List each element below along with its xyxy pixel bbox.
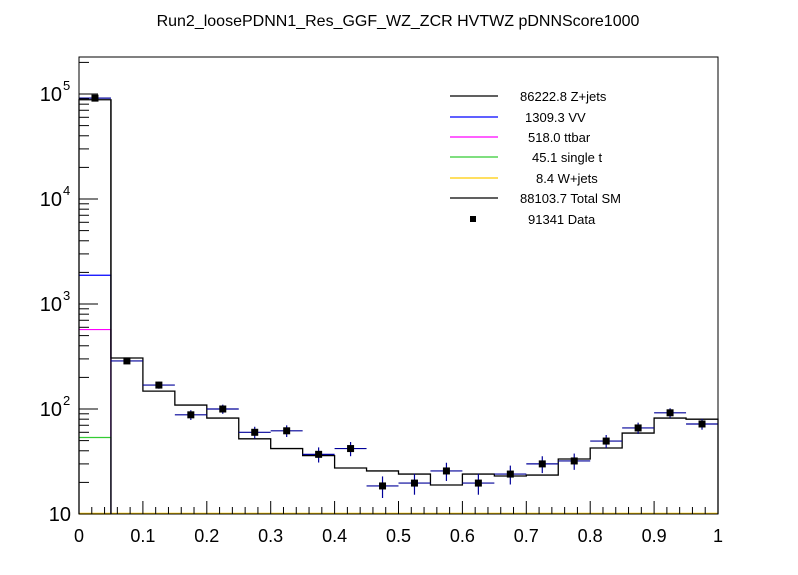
- data-point: [590, 435, 623, 449]
- y-tick-exponent: 4: [63, 183, 70, 198]
- data-marker: [315, 450, 323, 458]
- data-point: [206, 404, 239, 414]
- data-point: [79, 94, 111, 102]
- data-point: [462, 473, 495, 495]
- data-marker: [379, 482, 387, 490]
- data-marker: [634, 424, 642, 432]
- legend-entry: 86222.8 Z+jets: [450, 89, 607, 104]
- data-point: [142, 381, 175, 389]
- data-point: [686, 418, 718, 430]
- y-tick-exponent: 5: [63, 78, 70, 93]
- data-point: [302, 447, 335, 463]
- data-marker: [187, 411, 195, 419]
- y-tick-label: 10 2: [40, 393, 70, 421]
- legend-entry: 1309.3 VV: [450, 110, 586, 125]
- data-point: [398, 473, 431, 495]
- legend-marker-icon: [470, 216, 476, 222]
- x-tick-label: 1: [713, 526, 723, 546]
- x-tick-label: 0.7: [514, 526, 539, 546]
- data-marker: [155, 381, 163, 389]
- legend-label: 8.4 W+jets: [536, 171, 598, 186]
- y-tick-exponent: 3: [63, 288, 70, 303]
- x-tick-label: 0: [74, 526, 84, 546]
- data-marker: [442, 467, 450, 475]
- data-point: [270, 425, 303, 437]
- data-marker: [570, 457, 578, 465]
- x-tick-label: 0.4: [322, 526, 347, 546]
- data-point: [366, 476, 399, 499]
- data-point: [494, 465, 527, 485]
- y-tick-label: 10 3: [40, 288, 70, 316]
- legend-label: 1309.3 VV: [525, 110, 586, 125]
- data-marker: [123, 357, 131, 365]
- y-tick-label: 10 4: [40, 183, 70, 211]
- data-point: [110, 357, 143, 365]
- y-tick-label: 10: [49, 504, 71, 526]
- legend-label: 45.1 single t: [532, 150, 602, 165]
- legend-entry: 8.4 W+jets: [450, 171, 598, 186]
- legend-entry: 91341 Data: [470, 212, 596, 227]
- stack-bar-single-t: [79, 436, 112, 514]
- data-marker: [251, 428, 259, 436]
- y-tick-base: 10: [40, 294, 62, 316]
- data-point: [622, 422, 655, 434]
- x-tick-label: 0.9: [642, 526, 667, 546]
- legend-label: 91341 Data: [528, 212, 596, 227]
- data-marker: [219, 405, 227, 413]
- data-marker: [410, 479, 418, 487]
- data-marker: [506, 470, 514, 478]
- data-point: [526, 456, 559, 474]
- x-tick-label: 0.3: [258, 526, 283, 546]
- data-marker: [602, 437, 610, 445]
- data-point: [430, 462, 463, 481]
- data-point: [334, 442, 367, 457]
- legend-entry: 518.0 ttbar: [450, 130, 591, 145]
- data-marker: [347, 445, 355, 453]
- x-tick-label: 0.1: [130, 526, 155, 546]
- data-marker: [474, 479, 482, 487]
- data-point: [238, 426, 271, 439]
- data-marker: [538, 460, 546, 468]
- x-tick-label: 0.2: [194, 526, 219, 546]
- legend-label: 518.0 ttbar: [528, 130, 591, 145]
- legend-label: 86222.8 Z+jets: [520, 89, 607, 104]
- legend-entry: 88103.7 Total SM: [450, 191, 621, 206]
- data-point: [174, 410, 207, 420]
- x-tick-label: 0.8: [578, 526, 603, 546]
- data-marker: [91, 94, 99, 102]
- data-point: [558, 453, 591, 470]
- y-tick-base: 10: [40, 189, 62, 211]
- stack-bar-ttbar: [79, 328, 112, 514]
- data-point: [654, 408, 687, 418]
- y-tick-base: 10: [49, 504, 71, 526]
- data-marker: [666, 409, 674, 417]
- legend-label: 88103.7 Total SM: [520, 191, 621, 206]
- data-marker: [283, 427, 291, 435]
- legend-entry: 45.1 single t: [450, 150, 602, 165]
- chart-title: Run2_loosePDNN1_Res_GGF_WZ_ZCR HVTWZ pDN…: [157, 13, 640, 30]
- y-tick-base: 10: [40, 84, 62, 106]
- y-tick-exponent: 2: [63, 393, 70, 408]
- x-tick-label: 0.6: [450, 526, 475, 546]
- stack-bar-vv: [79, 274, 112, 514]
- y-tick-base: 10: [40, 399, 62, 421]
- data-marker: [698, 420, 706, 428]
- x-tick-label: 0.5: [386, 526, 411, 546]
- total-sm-histogram: [78, 99, 719, 514]
- y-tick-label: 10 5: [40, 78, 70, 106]
